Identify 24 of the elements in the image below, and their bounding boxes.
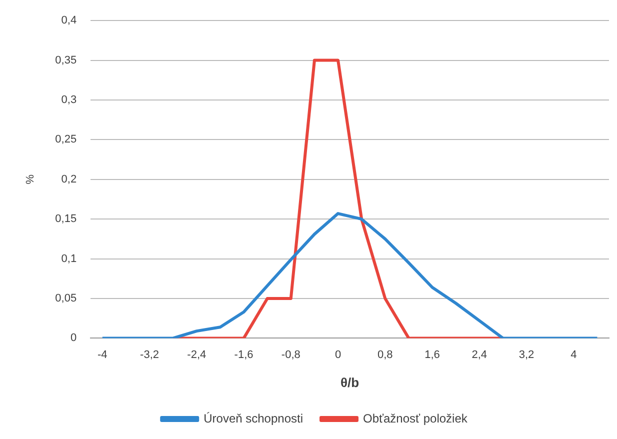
y-tick-label: 0,15 (55, 213, 77, 226)
x-tick-label: -4 (98, 348, 108, 361)
legend-label: Obťažnosť položiek (363, 411, 468, 426)
x-tick-label: -3,2 (140, 348, 159, 361)
legend-label: Úroveň schopnosti (204, 411, 303, 426)
y-tick-label: 0,25 (55, 134, 77, 146)
x-tick-label: 1,6 (424, 348, 440, 361)
x-tick-label: -2,4 (187, 348, 206, 361)
y-tick-label: 0,05 (55, 292, 77, 305)
y-axis-title: % (24, 174, 37, 184)
x-tick-label: 0,8 (378, 348, 393, 361)
y-tick-label: 0,2 (61, 173, 77, 186)
x-tick-label: 0 (334, 348, 342, 361)
y-tick-label: 0,35 (55, 54, 77, 66)
x-tick-label: -1,6 (234, 348, 254, 361)
y-tick-label: 0 (70, 332, 77, 344)
y-tick-label: 0,1 (61, 252, 77, 265)
x-tick-label: 4 (570, 348, 577, 361)
x-tick-label: -0,8 (281, 348, 300, 361)
y-tick-label: 0,3 (61, 94, 77, 106)
x-tick-label: 3,2 (518, 348, 534, 361)
x-tick-label: 2,4 (472, 348, 488, 361)
x-axis-title: θ/b (340, 374, 360, 390)
y-tick-label: 0,4 (61, 14, 77, 27)
